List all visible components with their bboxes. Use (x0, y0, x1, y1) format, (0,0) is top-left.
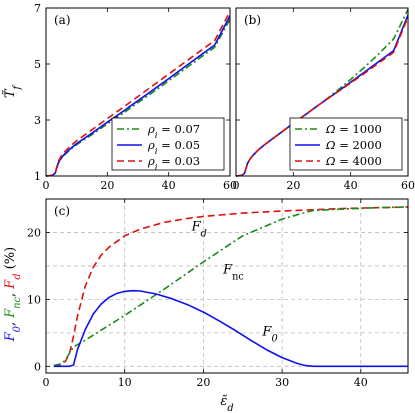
legend-entry: ρi = 0.03 (147, 154, 200, 173)
legend-entry: ρi = 0.05 (147, 138, 200, 157)
y-tick-label: 20 (27, 226, 41, 239)
x-tick-label: 20 (286, 179, 300, 192)
legend-entry: Ω = 1000 (325, 122, 382, 136)
x-tick-label: 40 (344, 179, 358, 192)
x-tick-label: 20 (100, 179, 114, 192)
x-tick-label: 0 (43, 179, 50, 192)
x-tick-label: 60 (223, 179, 237, 192)
y-tick-label: 5 (34, 58, 41, 71)
series-line--4000 (235, 16, 409, 177)
x-tick-label: 60 (401, 179, 415, 192)
curve-annotation: Fd (191, 219, 207, 239)
plot-frame (235, 7, 409, 177)
panel-label: (c) (54, 204, 70, 218)
panel-label: (b) (244, 13, 261, 27)
legend-entry: ρi = 0.07 (147, 122, 200, 141)
x-tick-label: 20 (196, 376, 210, 389)
x-tick-label: 0 (233, 179, 240, 192)
curve-annotation: F0 (261, 325, 277, 345)
panel-label: (a) (54, 13, 71, 27)
plot-frame (45, 7, 231, 177)
x-tick-label: 40 (162, 179, 176, 192)
y-tick-label: 0 (34, 360, 41, 373)
legend-entry: Ω = 4000 (325, 154, 382, 168)
y-tick-label: 3 (34, 114, 41, 127)
curve-annotation: Fnc (222, 262, 244, 282)
series-line--i-0-05 (45, 15, 231, 177)
x-tick-label: 40 (354, 376, 368, 389)
x-tick-label: 10 (118, 376, 132, 389)
chart-panel-2: 0 20 40 60 (b) Ω = 1000 Ω = 2000 Ω = 4000 (233, 7, 415, 192)
series-line--i-0-03 (45, 11, 231, 177)
y-axis-label: F0, Fnc, Fd (%) (3, 247, 23, 342)
y-tick-label: 10 (27, 293, 41, 306)
y-tick-label: 1 (34, 170, 41, 183)
y-tick-label: 7 (34, 2, 41, 15)
series-line-fd (53, 206, 409, 367)
legend: Ω = 1000 Ω = 2000 Ω = 4000 (289, 117, 403, 171)
x-tick-label: 0 (43, 376, 50, 389)
series-line-fnc (53, 206, 409, 367)
plot-frame (45, 198, 409, 374)
y-axis-label: T̃f (2, 83, 23, 98)
x-tick-label: 30 (275, 376, 289, 389)
x-axis-label: ε̃d (220, 394, 233, 413)
chart-panel-3: 0 10 20 30 40 0 10 20 (c) F0, Fnc, Fd (%) ε̃d Fd Fnc… (3, 198, 409, 413)
series-line-f0 (53, 289, 408, 368)
legend-entry: Ω = 2000 (325, 138, 382, 152)
